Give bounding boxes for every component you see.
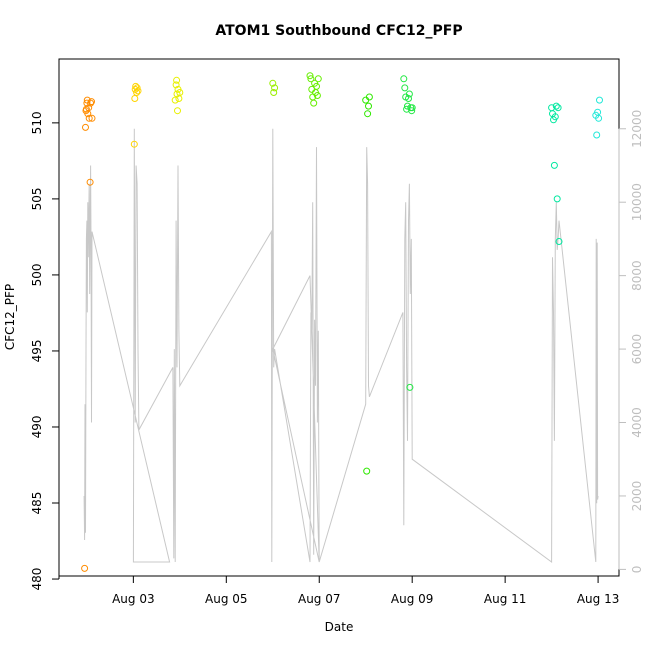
data-point-s3-1	[270, 89, 278, 96]
data-point-s2-7	[176, 89, 184, 96]
y2-axis: 0 2000 4000 6000 8000 10000 12000	[618, 110, 644, 574]
data-point-s1-6	[134, 87, 142, 95]
data-point-s5-3	[365, 102, 372, 110]
data-point-s4-0	[306, 72, 314, 80]
data-point-s4-7	[313, 82, 320, 90]
data-point-s0-1	[82, 123, 89, 131]
data-point-s7-5	[552, 102, 560, 110]
data-point-s5-4	[365, 93, 373, 101]
x-tick-label-3: Aug 09	[391, 592, 434, 606]
x-tick-label-0: Aug 03	[112, 592, 155, 606]
points-layer	[81, 72, 603, 572]
data-point-s2-2	[173, 76, 181, 84]
y2-tick-label-0: 0	[630, 566, 644, 574]
x-axis: Aug 03 Aug 05 Aug 07 Aug 09 Aug 11 Aug 13	[112, 575, 620, 606]
data-point-s6-0	[400, 75, 408, 83]
data-point-s6-7	[406, 383, 414, 391]
data-point-s0-9	[86, 178, 94, 186]
y-axis-label: CFC12_PFP	[3, 284, 17, 350]
secondary-line-layer	[83, 128, 599, 563]
data-point-s3-2	[271, 84, 279, 92]
data-point-s0-12	[88, 114, 96, 122]
x-axis-label: Date	[325, 620, 354, 634]
x-tick-label-5: Aug 13	[577, 592, 620, 606]
data-point-s7-7	[554, 104, 562, 112]
y-tick-label-4: 500	[30, 263, 44, 286]
x-tick-label-4: Aug 11	[484, 592, 527, 606]
data-point-s2-0	[171, 96, 179, 104]
data-point-s6-5	[405, 95, 412, 102]
data-point-s6-1	[401, 84, 409, 92]
secondary-series-line	[83, 128, 599, 563]
data-point-s0-4	[83, 99, 91, 107]
data-point-s5-2	[364, 110, 372, 118]
y-axis: 480 485 490 495 500 505 510	[30, 111, 60, 591]
plot-area-border	[58, 58, 620, 577]
data-point-s1-1	[131, 95, 139, 102]
data-point-s6-9	[408, 107, 416, 115]
data-point-s0-7	[85, 104, 93, 112]
data-point-s4-9	[314, 75, 322, 83]
chart-title: ATOM1 Southbound CFC12_PFP	[215, 23, 462, 39]
data-point-s7-8	[555, 238, 563, 245]
y2-tick-label-4: 8000	[630, 260, 644, 291]
data-point-s8-3	[595, 114, 603, 122]
y2-tick-label-6: 12000	[630, 110, 644, 148]
data-point-s1-5	[133, 84, 141, 92]
data-point-s7-4	[551, 113, 559, 121]
x-tick-label-1: Aug 05	[205, 592, 248, 606]
data-point-s8-1	[593, 131, 601, 139]
y2-tick-label-5: 10000	[630, 183, 644, 221]
data-point-s6-4	[404, 102, 411, 110]
data-point-s4-1	[307, 75, 315, 83]
y-tick-label-1: 485	[30, 492, 44, 515]
data-point-s7-6	[553, 195, 561, 203]
y-tick-label-3: 495	[30, 339, 44, 362]
data-point-s1-4	[133, 89, 141, 96]
data-point-s0-0	[81, 564, 89, 572]
data-point-s0-8	[85, 114, 93, 122]
data-point-s1-0	[130, 140, 138, 148]
data-point-s0-10	[87, 99, 95, 107]
y2-tick-label-2: 4000	[630, 407, 644, 438]
y2-tick-label-1: 2000	[630, 481, 644, 512]
y-tick-label-0: 480	[30, 568, 44, 591]
y-tick-label-6: 510	[30, 111, 44, 134]
y2-tick-label-3: 6000	[630, 334, 644, 365]
data-point-s3-0	[269, 79, 277, 87]
data-point-s0-11	[88, 98, 95, 106]
y-tick-label-5: 505	[30, 187, 44, 210]
data-point-s7-3	[550, 161, 558, 169]
data-point-s4-4	[310, 99, 318, 107]
data-point-s4-8	[313, 92, 321, 99]
data-point-s5-1	[363, 467, 371, 475]
data-point-s6-6	[405, 90, 413, 98]
x-tick-label-2: Aug 07	[298, 592, 341, 606]
data-point-s2-1	[172, 81, 180, 89]
data-point-s8-4	[596, 96, 603, 104]
data-point-s6-10	[408, 104, 416, 112]
data-point-s2-4	[174, 107, 181, 115]
y-tick-label-2: 490	[30, 416, 44, 439]
